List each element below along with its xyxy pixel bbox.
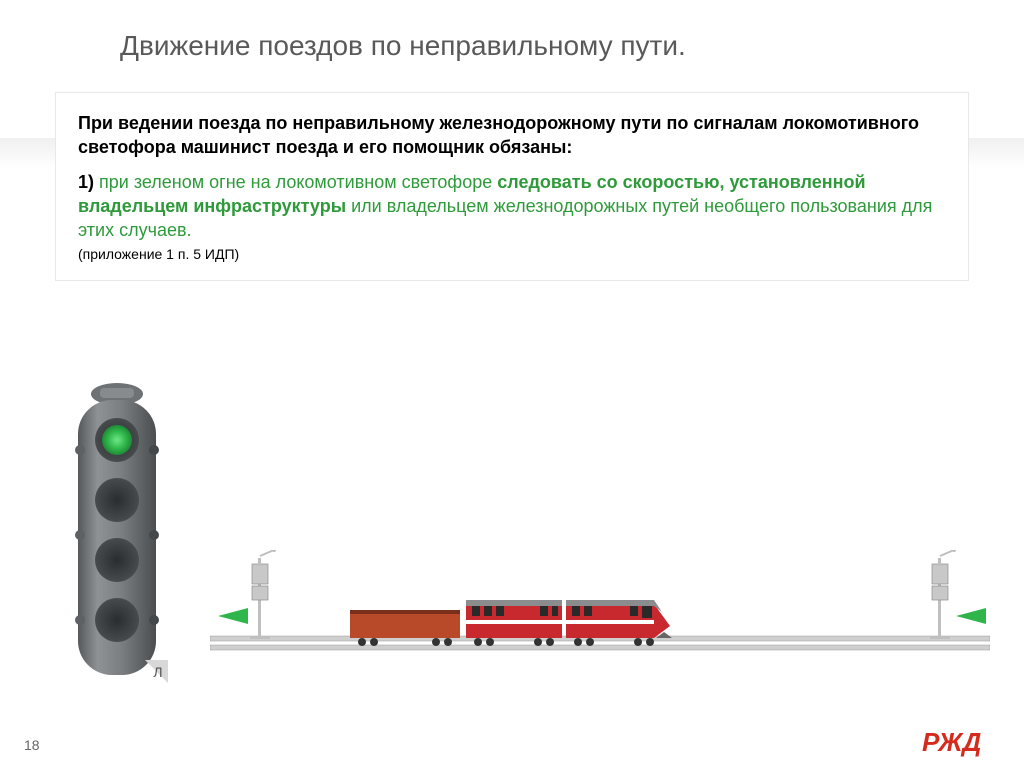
svg-text:РЖД: РЖД	[922, 727, 981, 757]
rule-part1: при зеленом огне на локомотивном светофо…	[94, 172, 497, 192]
intro-text: При ведении поезда по неправильному желе…	[78, 111, 946, 160]
right-signal-post	[930, 550, 986, 639]
green-light-icon	[102, 425, 132, 455]
locomotive-signal-device: Л	[60, 380, 175, 690]
reference: (приложение 1 п. 5 ИДП)	[78, 246, 946, 262]
content-box: При ведении поезда по неправильному желе…	[55, 92, 969, 281]
device-label: Л	[153, 664, 162, 680]
left-signal-post	[218, 550, 276, 639]
right-signal-green-icon	[956, 608, 986, 624]
page-number: 18	[24, 737, 40, 753]
left-signal-green-icon	[218, 608, 248, 624]
track-scene	[210, 550, 990, 670]
diagram-area: Л	[0, 380, 1024, 690]
rzd-logo: РЖД	[922, 727, 994, 757]
slide-title: Движение поездов по неправильному пути.	[120, 30, 984, 62]
rule-1: 1) при зеленом огне на локомотивном свет…	[78, 170, 946, 243]
rule-number: 1)	[78, 172, 94, 192]
